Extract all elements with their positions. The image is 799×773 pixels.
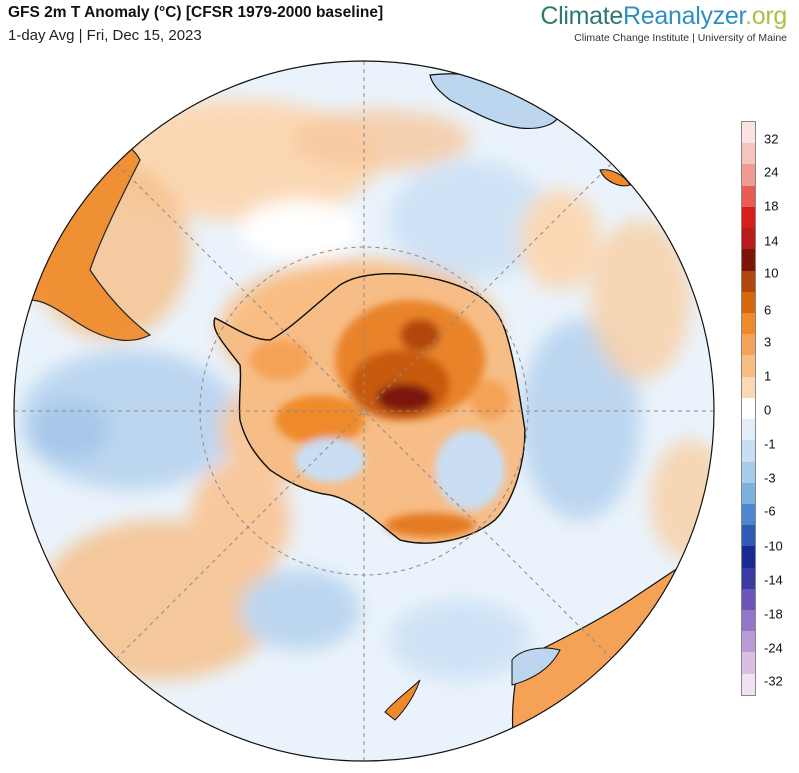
legend-swatch — [742, 546, 755, 568]
antarctica-coastline — [213, 273, 526, 544]
legend-tick-label: -10 — [764, 538, 783, 554]
brand-name-part2: Reanalyzer — [623, 2, 746, 30]
legend-swatch — [742, 376, 755, 398]
legend-tick-label: -6 — [764, 503, 776, 519]
madagascar-land — [599, 169, 631, 187]
legend-swatch — [742, 270, 755, 292]
graticule — [14, 61, 714, 761]
brand-name-part1: Climate — [540, 2, 624, 30]
legend-tick-label: 1 — [764, 368, 772, 384]
legend-swatch — [742, 652, 755, 674]
legend-swatch — [742, 588, 755, 611]
legend-swatch — [742, 143, 755, 165]
legend-swatch — [742, 482, 755, 504]
map-subtitle: 1-day Avg | Fri, Dec 15, 2023 — [8, 27, 202, 44]
brand-affiliation: Climate Change Institute | University of… — [574, 32, 787, 44]
legend-tick-label: 0 — [764, 402, 772, 418]
map-title: GFS 2m T Anomaly (°C) [CFSR 1979-2000 ba… — [8, 4, 384, 21]
legend-tick-label: 10 — [764, 265, 779, 281]
legend-swatch — [742, 291, 755, 313]
legend-tick-label: -1 — [764, 436, 776, 452]
legend-swatch — [742, 461, 755, 483]
legend-swatch — [742, 355, 755, 377]
anomaly-map — [13, 60, 715, 762]
legend-swatch — [742, 673, 755, 695]
legend-tick-label: -3 — [764, 470, 776, 486]
legend-swatch — [742, 249, 755, 271]
legend-swatch — [742, 525, 755, 547]
legend-tick-label: 32 — [764, 131, 779, 147]
brand-logo[interactable]: ClimateReanalyzer.org — [540, 2, 787, 30]
legend-swatch — [742, 567, 755, 589]
legend-tick-label: -32 — [764, 673, 783, 689]
legend-swatch — [742, 397, 755, 420]
legend-tick-label: -18 — [764, 606, 783, 622]
legend-swatch — [742, 334, 755, 356]
legend-swatch — [742, 185, 755, 207]
legend-swatch — [742, 419, 755, 441]
legend-tick-label: 24 — [764, 164, 779, 180]
color-legend — [741, 121, 756, 696]
legend-swatch — [742, 440, 755, 462]
legend-tick-label: 18 — [764, 198, 779, 214]
globe-outline — [13, 60, 715, 762]
legend-tick-label: 3 — [764, 334, 772, 350]
australia-cold-region — [511, 647, 561, 686]
legend-tick-label: -24 — [764, 640, 783, 656]
legend-swatch — [742, 503, 755, 526]
legend-swatch — [742, 206, 755, 229]
brand-block: ClimateReanalyzer.org Climate Change Ins… — [540, 2, 787, 44]
legend-tick-label: 6 — [764, 302, 772, 318]
brand-name-part3: .org — [745, 2, 787, 30]
legend-swatch — [742, 312, 755, 335]
legend-swatch — [742, 228, 755, 250]
legend-tick-label: 14 — [764, 233, 779, 249]
legend-swatch — [742, 164, 755, 186]
legend-swatch — [742, 122, 755, 144]
anomaly-field — [20, 100, 714, 680]
legend-swatch — [742, 610, 755, 632]
new-zealand-land — [384, 679, 421, 721]
legend-swatch — [742, 631, 755, 653]
legend-tick-label: -14 — [764, 572, 783, 588]
